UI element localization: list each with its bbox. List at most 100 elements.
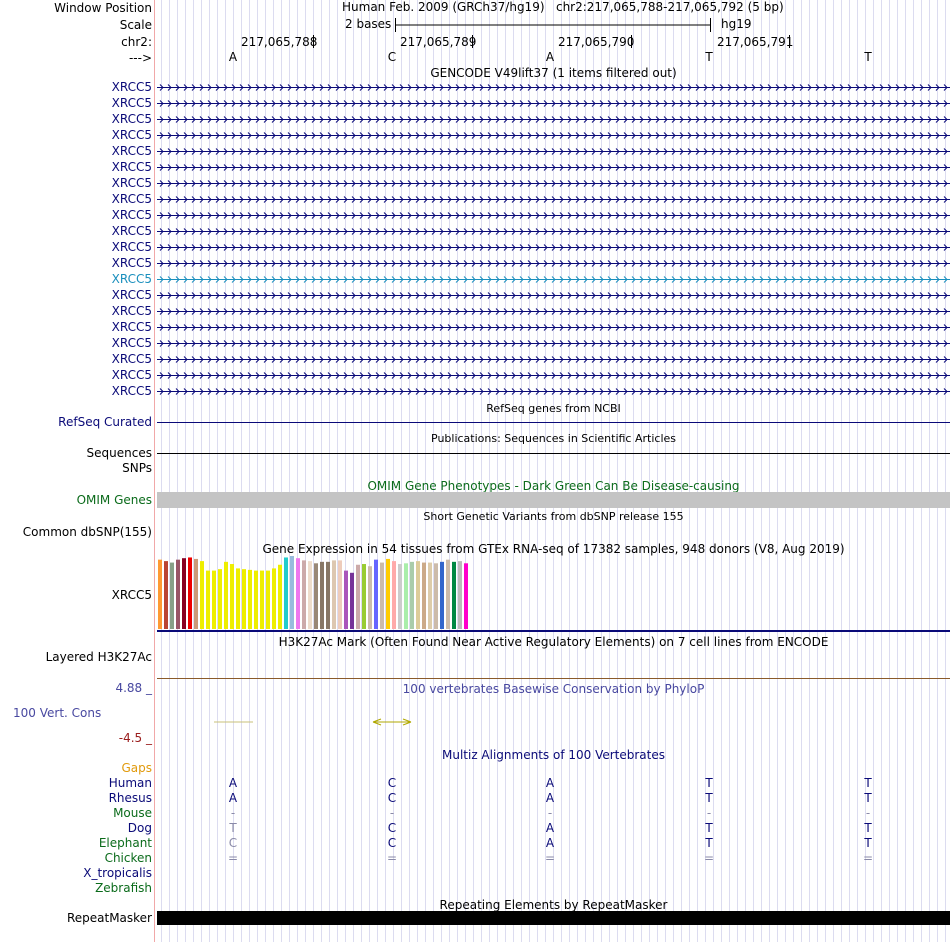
gencode-transcript-label[interactable]: XRCC5 <box>111 192 152 206</box>
gtex-tissue-bar[interactable] <box>332 560 336 629</box>
repeatmasker-track-title[interactable]: Repeating Elements by RepeatMasker <box>439 898 668 912</box>
gencode-transcript-line[interactable] <box>157 209 950 221</box>
gencode-transcript-line[interactable] <box>157 81 950 93</box>
gencode-transcript-label[interactable]: XRCC5 <box>111 96 152 110</box>
gtex-tissue-bar[interactable] <box>320 561 324 629</box>
gtex-tissue-bar[interactable] <box>266 570 270 629</box>
gtex-tissue-bar[interactable] <box>308 561 312 629</box>
gtex-tissue-bar[interactable] <box>272 568 276 629</box>
gtex-tissue-bar[interactable] <box>284 557 288 629</box>
gtex-tissue-bar[interactable] <box>356 564 360 629</box>
gtex-tissue-bar[interactable] <box>326 561 330 629</box>
gtex-tissue-bar[interactable] <box>242 569 246 629</box>
gencode-transcript-line[interactable] <box>157 241 950 253</box>
gtex-tissue-bar[interactable] <box>362 564 366 629</box>
publications-track-title[interactable]: Publications: Sequences in Scientific Ar… <box>431 432 676 445</box>
dbsnp-track-title[interactable]: Short Genetic Variants from dbSNP releas… <box>423 510 684 523</box>
gencode-transcript-line[interactable] <box>157 369 950 381</box>
gtex-tissue-bar[interactable] <box>236 568 240 629</box>
gtex-tissue-bar[interactable] <box>380 562 384 629</box>
gtex-tissue-bar[interactable] <box>296 558 300 629</box>
gtex-tissue-bar[interactable] <box>338 560 342 629</box>
gencode-transcript-line[interactable] <box>157 161 950 173</box>
gtex-tissue-bar[interactable] <box>314 563 318 629</box>
gencode-transcript-label[interactable]: XRCC5 <box>111 80 152 94</box>
gtex-tissue-bar[interactable] <box>290 556 294 629</box>
gtex-track-title[interactable]: Gene Expression in 54 tissues from GTEx … <box>262 542 845 556</box>
gencode-transcript-label[interactable]: XRCC5 <box>111 160 152 174</box>
refseq-track-label[interactable]: RefSeq Curated <box>58 415 152 429</box>
gtex-tissue-bar[interactable] <box>410 561 414 629</box>
gencode-transcript-line[interactable] <box>157 97 950 109</box>
gtex-tissue-bar[interactable] <box>374 559 378 629</box>
h3k27ac-track-label[interactable]: Layered H3K27Ac <box>45 650 152 664</box>
gtex-tissue-bar[interactable] <box>254 570 258 629</box>
gtex-tissue-bar[interactable] <box>170 562 174 629</box>
gencode-transcript-label[interactable]: XRCC5 <box>111 144 152 158</box>
phylop-track-title[interactable]: 100 vertebrates Basewise Conservation by… <box>402 682 705 696</box>
multiz-species-label[interactable]: Human <box>108 776 152 790</box>
gencode-transcript-line[interactable] <box>157 177 950 189</box>
gencode-transcript-label[interactable]: XRCC5 <box>111 368 152 382</box>
gtex-tissue-bar[interactable] <box>350 572 354 629</box>
omim-track-label[interactable]: OMIM Genes <box>76 493 152 507</box>
dbsnp-track-label[interactable]: Common dbSNP(155) <box>22 525 152 539</box>
gtex-tissue-bar[interactable] <box>188 557 192 629</box>
multiz-species-label[interactable]: X_tropicalis <box>83 866 152 880</box>
multiz-species-label[interactable]: Elephant <box>98 836 152 850</box>
gencode-transcript-line[interactable] <box>157 225 950 237</box>
gencode-transcript-line[interactable] <box>157 273 950 285</box>
gtex-tissue-bar[interactable] <box>230 564 234 629</box>
gencode-transcript-label[interactable]: XRCC5 <box>111 304 152 318</box>
gtex-tissue-bar[interactable] <box>248 569 252 629</box>
gtex-tissue-bar[interactable] <box>182 558 186 629</box>
gencode-transcript-label[interactable]: XRCC5 <box>111 176 152 190</box>
gencode-transcript-label[interactable]: XRCC5 <box>111 288 152 302</box>
gtex-tissue-bar[interactable] <box>386 558 390 629</box>
multiz-track-title[interactable]: Multiz Alignments of 100 Vertebrates <box>441 748 666 762</box>
gtex-tissue-bar[interactable] <box>416 561 420 629</box>
gencode-transcript-line[interactable] <box>157 129 950 141</box>
gencode-track-title[interactable]: GENCODE V49lift37 (1 items filtered out) <box>430 66 677 80</box>
gencode-transcript-label[interactable]: XRCC5 <box>111 384 152 398</box>
refseq-gene-line[interactable] <box>157 422 950 423</box>
gencode-transcript-line[interactable] <box>157 337 950 349</box>
gtex-tissue-bar[interactable] <box>464 563 468 629</box>
gtex-tissue-bar[interactable] <box>164 561 168 629</box>
gtex-tissue-bar[interactable] <box>200 561 204 629</box>
repeatmasker-track-label[interactable]: RepeatMasker <box>66 911 152 925</box>
publications-line[interactable] <box>157 453 950 454</box>
gencode-transcript-label[interactable]: XRCC5 <box>111 112 152 126</box>
snps-track-label[interactable]: SNPs <box>122 461 152 475</box>
gencode-transcript-line[interactable] <box>157 289 950 301</box>
multiz-species-label[interactable]: Zebrafish <box>95 881 152 895</box>
gtex-tissue-bar[interactable] <box>260 570 264 629</box>
gtex-tissue-bar[interactable] <box>392 561 396 629</box>
gencode-transcript-line[interactable] <box>157 193 950 205</box>
gencode-transcript-line[interactable] <box>157 113 950 125</box>
gencode-transcript-line[interactable] <box>157 257 950 269</box>
omim-track-title[interactable]: OMIM Gene Phenotypes - Dark Green Can Be… <box>367 479 740 493</box>
gencode-transcript-line[interactable] <box>157 145 950 157</box>
gtex-tissue-bar[interactable] <box>206 570 210 629</box>
gencode-transcript-label[interactable]: XRCC5 <box>111 224 152 238</box>
gencode-transcript-line[interactable] <box>157 305 950 317</box>
gtex-tissue-bar[interactable] <box>404 563 408 629</box>
gencode-transcript-line[interactable] <box>157 385 950 397</box>
gtex-tissue-bar[interactable] <box>452 561 456 629</box>
multiz-species-label[interactable]: Chicken <box>104 851 152 865</box>
gencode-transcript-label[interactable]: XRCC5 <box>111 240 152 254</box>
gtex-tissue-bar[interactable] <box>176 559 180 629</box>
gtex-tissue-bar[interactable] <box>434 563 438 629</box>
gtex-tissue-bar[interactable] <box>422 562 426 629</box>
publications-track-label[interactable]: Sequences <box>86 446 152 460</box>
multiz-species-label[interactable]: Mouse <box>113 806 152 820</box>
repeatmasker-element[interactable] <box>157 911 950 925</box>
gtex-tissue-bar[interactable] <box>368 566 372 629</box>
gencode-transcript-label[interactable]: XRCC5 <box>111 128 152 142</box>
gtex-tissue-bar[interactable] <box>278 564 282 629</box>
phylop-track-label[interactable]: 100 Vert. Cons <box>13 706 102 720</box>
gtex-tissue-bar[interactable] <box>458 561 462 629</box>
gencode-transcript-label[interactable]: XRCC5 <box>111 320 152 334</box>
gencode-transcript-label[interactable]: XRCC5 <box>111 256 152 270</box>
